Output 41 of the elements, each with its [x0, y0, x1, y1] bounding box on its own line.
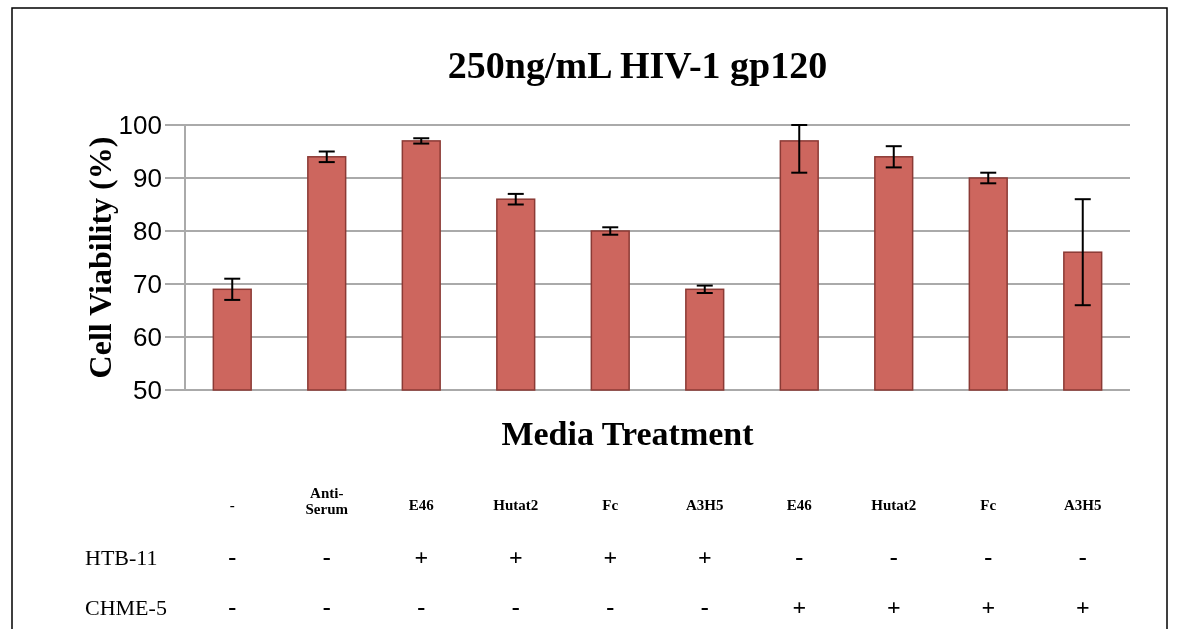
text: + [414, 544, 429, 570]
text: - [795, 544, 804, 570]
text: - [606, 594, 615, 620]
y-tick-label: 100 [118, 110, 162, 141]
x-tick-label: A3H5 [1064, 497, 1102, 513]
text: + [603, 544, 618, 570]
x-tick-label: E46 [408, 497, 435, 513]
y-tick-label: 80 [133, 216, 162, 247]
x-axis-title: Media Treatment [501, 415, 755, 452]
x-tick-label: Anti-Serum [305, 485, 349, 517]
x-tick-label: Fc [602, 497, 619, 513]
text: - [417, 594, 426, 620]
text: + [981, 594, 996, 620]
x-tick-label: Fc [980, 497, 997, 513]
text: + [508, 544, 523, 570]
text: - [228, 544, 237, 570]
x-tick-label: - [229, 497, 235, 513]
text: - [1078, 544, 1087, 570]
text: - [984, 544, 993, 570]
x-tick-label: E46 [786, 497, 813, 513]
chart-title: 250ng/mL HIV-1 gp120 [447, 44, 828, 86]
text: - [889, 544, 898, 570]
text: - [228, 594, 237, 620]
text: - [700, 594, 709, 620]
text: + [886, 594, 901, 620]
x-tick-label: A3H5 [686, 497, 724, 513]
y-axis-title: Cell Viability (%) [82, 136, 119, 379]
y-tick-label: 70 [133, 269, 162, 300]
text: + [697, 544, 712, 570]
text: + [1075, 594, 1090, 620]
x-tick-label: Hutat2 [871, 497, 917, 513]
text: - [322, 594, 331, 620]
y-tick-label: 90 [133, 163, 162, 194]
text: - [322, 544, 331, 570]
y-tick-label: 60 [133, 322, 162, 353]
text: CHME-5 [85, 595, 167, 620]
text: HTB-11 [85, 545, 158, 570]
text: - [511, 594, 520, 620]
y-tick-label: 50 [133, 375, 162, 406]
x-tick-label: Hutat2 [493, 497, 539, 513]
text: + [792, 594, 807, 620]
